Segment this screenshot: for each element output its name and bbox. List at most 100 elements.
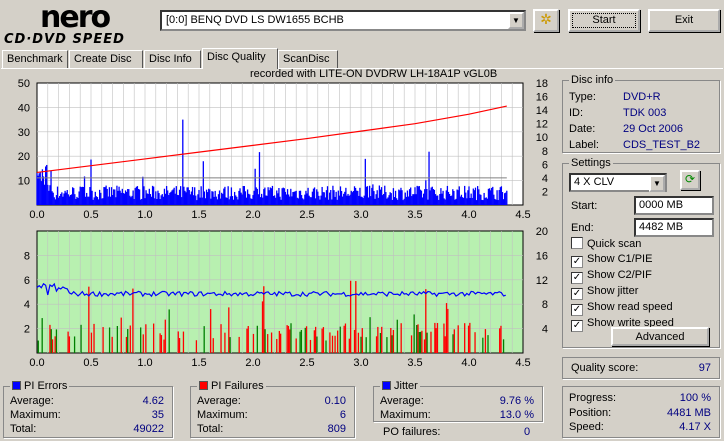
label-label: Label: [569, 139, 599, 151]
settings-title: Settings [569, 157, 613, 169]
pi-failures-title: PI Failures [197, 380, 266, 392]
tab-create-disc[interactable]: Create Disc [69, 50, 143, 68]
po-failures-label: PO failures: [383, 426, 441, 438]
y-tick-label: 6 [24, 275, 30, 287]
chevron-down-icon[interactable]: ▼ [649, 175, 665, 192]
pif-max-label: Maximum: [197, 409, 248, 421]
show-c1-label: Show C1/PIE [587, 253, 653, 265]
y2-tick-label: 8 [542, 299, 548, 311]
y-tick-label: 50 [18, 78, 30, 90]
pi-errors-title: PI Errors [10, 380, 70, 392]
y2-tick-label: 4 [542, 324, 548, 336]
x-tick-label: 3.0 [353, 357, 368, 366]
pif-avg-value: 0.10 [324, 395, 346, 407]
show-jitter-label: Show jitter [587, 285, 639, 297]
speed-value: 4.17 X [679, 421, 711, 433]
pie-total-label: Total: [10, 423, 37, 435]
disc-info-labels: Type: ID: Date: Label: [569, 89, 599, 153]
po-failures-value: 0 [524, 426, 531, 438]
y2-tick-label: 2 [542, 186, 548, 198]
pie-total-value: 49022 [133, 423, 164, 435]
x-tick-label: 0.5 [83, 209, 98, 221]
y-tick-label: 10 [18, 176, 30, 188]
y2-tick-label: 10 [536, 132, 548, 144]
y-tick-label: 40 [18, 102, 30, 114]
pi-errors-legend-icon [12, 381, 21, 390]
cd-dvd-speed-logo: CD·DVD SPEED [4, 32, 125, 47]
pie-max-label: Maximum: [10, 409, 61, 421]
y-tick-label: 2 [24, 324, 30, 336]
tab-scandisc[interactable]: ScanDisc [278, 50, 338, 68]
disc-info-group: Disc info Type: ID: Date: Label: DVD+R T… [562, 74, 720, 153]
x-tick-label: 2.5 [299, 209, 314, 221]
jitter-line [36, 282, 506, 298]
show-write-speed-checkbox[interactable]: ✓ Show write speed [571, 317, 674, 332]
show-c2-checkbox[interactable]: ✓ Show C2/PIF [571, 269, 652, 284]
jitter-group: Jitter Average: 9.76 % Maximum: 13.0 % [373, 380, 543, 422]
label-value: CDS_TEST_B2 [623, 139, 701, 151]
speed-label: Speed: [569, 421, 604, 433]
quality-score-label: Quality score: [571, 362, 639, 374]
y-tick-label: 30 [18, 127, 30, 139]
progress-value: 100 % [679, 392, 711, 404]
pi-errors-group: PI Errors Average: 4.62 Maximum: 35 Total:… [3, 380, 173, 438]
pif-total-value: 809 [327, 423, 346, 435]
start-input[interactable]: 0000 MB [634, 196, 714, 215]
x-tick-label: 2.5 [299, 357, 314, 366]
jitter-avg-value: 9.76 % [499, 395, 534, 407]
pi-failures-group: PI Failures Average: 0.10 Maximum: 6 Total… [190, 380, 355, 438]
x-tick-label: 2.0 [245, 209, 260, 221]
tab-benchmark[interactable]: Benchmark [2, 50, 68, 68]
show-c1-checkbox[interactable]: ✓ Show C1/PIE [571, 253, 653, 268]
speed-select[interactable]: 4 X CLV ▼ [569, 173, 667, 192]
y-tick-label: 4 [24, 299, 30, 311]
drive-select[interactable]: [0:0] BENQ DVD LS DW1655 BCHB ▼ [160, 10, 526, 31]
quality-score-box: Quality score: 97 [562, 357, 720, 379]
position-label: Position: [569, 407, 612, 419]
jitter-avg-label: Average: [380, 395, 424, 407]
advanced-button[interactable]: Advanced [611, 327, 709, 346]
disc-quality-panel [1, 68, 723, 440]
date-value: 29 Oct 2006 [623, 123, 683, 135]
date-label: Date: [569, 123, 596, 135]
charts: 0.0 0.5 1.0 1.5 2.0 2.5 3.0 3.5 4.0 4.5 50 40 30 20 10… [18, 78, 548, 366]
jitter-max-label: Maximum: [380, 409, 431, 421]
start-button[interactable]: Start [568, 9, 640, 32]
pif-avg-label: Average: [197, 395, 241, 407]
type-label: Type: [569, 91, 596, 103]
x-tick-label: 1.0 [137, 357, 152, 366]
x-tick-label: 2.0 [245, 357, 260, 366]
y-tick-label: 8 [24, 250, 30, 262]
progress-label: Progress: [569, 392, 617, 404]
jitter-title: Jitter [380, 380, 420, 392]
y-tick-label: 20 [18, 151, 30, 163]
x-tick-label: 1.5 [191, 357, 206, 366]
chevron-down-icon[interactable]: ▼ [508, 12, 524, 29]
refresh-icon[interactable]: ⟳ [680, 170, 700, 190]
show-read-speed-checkbox[interactable]: ✓ Show read speed [571, 301, 673, 316]
tab-disc-quality[interactable]: Disc Quality [202, 48, 278, 69]
exit-button[interactable]: Exit [648, 9, 720, 32]
x-tick-label: 4.5 [515, 209, 530, 221]
x-tick-label: 4.0 [461, 209, 476, 221]
y2-tick-label: 14 [536, 105, 548, 117]
type-value: DVD+R [623, 91, 661, 103]
x-tick-label: 0.0 [29, 209, 44, 221]
show-jitter-checkbox[interactable]: ✓ Show jitter [571, 285, 639, 300]
y2-tick-label: 18 [536, 78, 548, 90]
disc-info-values: DVD+R TDK 003 29 Oct 2006 CDS_TEST_B2 [623, 89, 700, 153]
y2-tick-label: 12 [536, 119, 548, 131]
disc-info-title: Disc info [569, 74, 616, 86]
settings-group: Settings 4 X CLV ▼ ⟳ Start: 0000 MB End: … [562, 157, 720, 348]
show-c2-label: Show C2/PIF [587, 269, 652, 281]
pie-max-value: 35 [151, 409, 164, 421]
tab-disc-info[interactable]: Disc Info [144, 50, 201, 68]
show-write-label: Show write speed [587, 317, 674, 329]
quick-scan-checkbox[interactable]: Quick scan [571, 237, 674, 252]
x-tick-label: 1.5 [191, 209, 206, 221]
options-icon[interactable]: ✲ [533, 9, 559, 32]
jitter-max-value: 13.0 % [499, 409, 534, 421]
end-input[interactable]: 4482 MB [634, 218, 714, 237]
y2-tick-label: 8 [542, 146, 548, 158]
x-tick-label: 3.5 [407, 357, 422, 366]
